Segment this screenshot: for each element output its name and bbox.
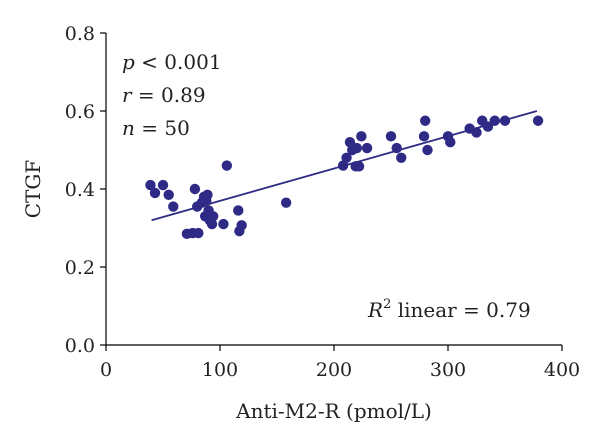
y-tick-label: 0.2 bbox=[65, 257, 95, 279]
data-point bbox=[420, 115, 431, 126]
n-annotation: n = 50 bbox=[122, 116, 190, 140]
x-tick-label: 400 bbox=[544, 359, 580, 381]
data-point bbox=[422, 144, 433, 156]
data-point bbox=[396, 152, 407, 163]
data-point bbox=[341, 152, 352, 163]
data-point bbox=[149, 187, 161, 199]
data-point bbox=[189, 183, 201, 195]
x-axis-title: Anti-M2-R (pmol/L) bbox=[235, 399, 432, 423]
ticks: 0 100 200 300 400 0.0 0.2 0.4 0.6 0.8 bbox=[65, 23, 580, 381]
data-point bbox=[207, 211, 219, 222]
data-point bbox=[218, 218, 229, 230]
p-label: p bbox=[122, 50, 135, 74]
data-point bbox=[418, 131, 430, 142]
data-point bbox=[445, 137, 456, 148]
data-point bbox=[202, 189, 213, 201]
data-point bbox=[385, 131, 397, 142]
data-point bbox=[391, 142, 402, 154]
r2-superscript: 2 bbox=[383, 297, 391, 312]
n-label: n bbox=[122, 116, 135, 140]
y-tick-label: 0.6 bbox=[65, 101, 95, 123]
data-point bbox=[353, 161, 365, 172]
y-tick-label: 0.4 bbox=[65, 179, 95, 201]
data-point bbox=[344, 137, 356, 148]
data-point bbox=[206, 218, 218, 230]
r2-text: linear = 0.79 bbox=[391, 298, 530, 322]
x-tick-label: 300 bbox=[430, 359, 466, 381]
data-point bbox=[233, 205, 244, 216]
n-value: = 50 bbox=[135, 116, 190, 140]
r-value: = 0.89 bbox=[132, 83, 206, 107]
x-tick-label: 200 bbox=[316, 359, 352, 381]
data-point bbox=[193, 227, 204, 239]
data-point bbox=[221, 160, 233, 171]
y-axis-title: CTGF bbox=[21, 160, 45, 219]
y-tick-label: 0.8 bbox=[65, 23, 95, 45]
points-layer bbox=[145, 115, 544, 240]
data-point bbox=[499, 115, 511, 126]
x-tick-label: 0 bbox=[100, 359, 112, 381]
r-value-annotation: r = 0.89 bbox=[122, 83, 206, 107]
data-point bbox=[482, 121, 494, 132]
data-point bbox=[145, 179, 156, 191]
data-point bbox=[163, 189, 174, 201]
data-point bbox=[361, 142, 373, 154]
data-point bbox=[356, 131, 367, 142]
p-value-annotation: p < 0.001 bbox=[122, 50, 222, 74]
data-point bbox=[280, 197, 292, 208]
data-point bbox=[471, 127, 482, 138]
r-label: r bbox=[122, 83, 133, 107]
data-point bbox=[532, 115, 544, 126]
data-point bbox=[337, 160, 349, 171]
x-tick-label: 100 bbox=[202, 359, 238, 381]
data-point bbox=[168, 201, 179, 212]
data-point bbox=[489, 115, 500, 126]
r2-label: R bbox=[367, 298, 383, 322]
p-value: < 0.001 bbox=[135, 50, 222, 74]
y-tick-label: 0.0 bbox=[65, 335, 95, 357]
data-point bbox=[236, 220, 247, 231]
data-point bbox=[351, 142, 362, 154]
data-point bbox=[157, 179, 169, 191]
r-squared-annotation: R2 linear = 0.79 bbox=[367, 297, 531, 322]
